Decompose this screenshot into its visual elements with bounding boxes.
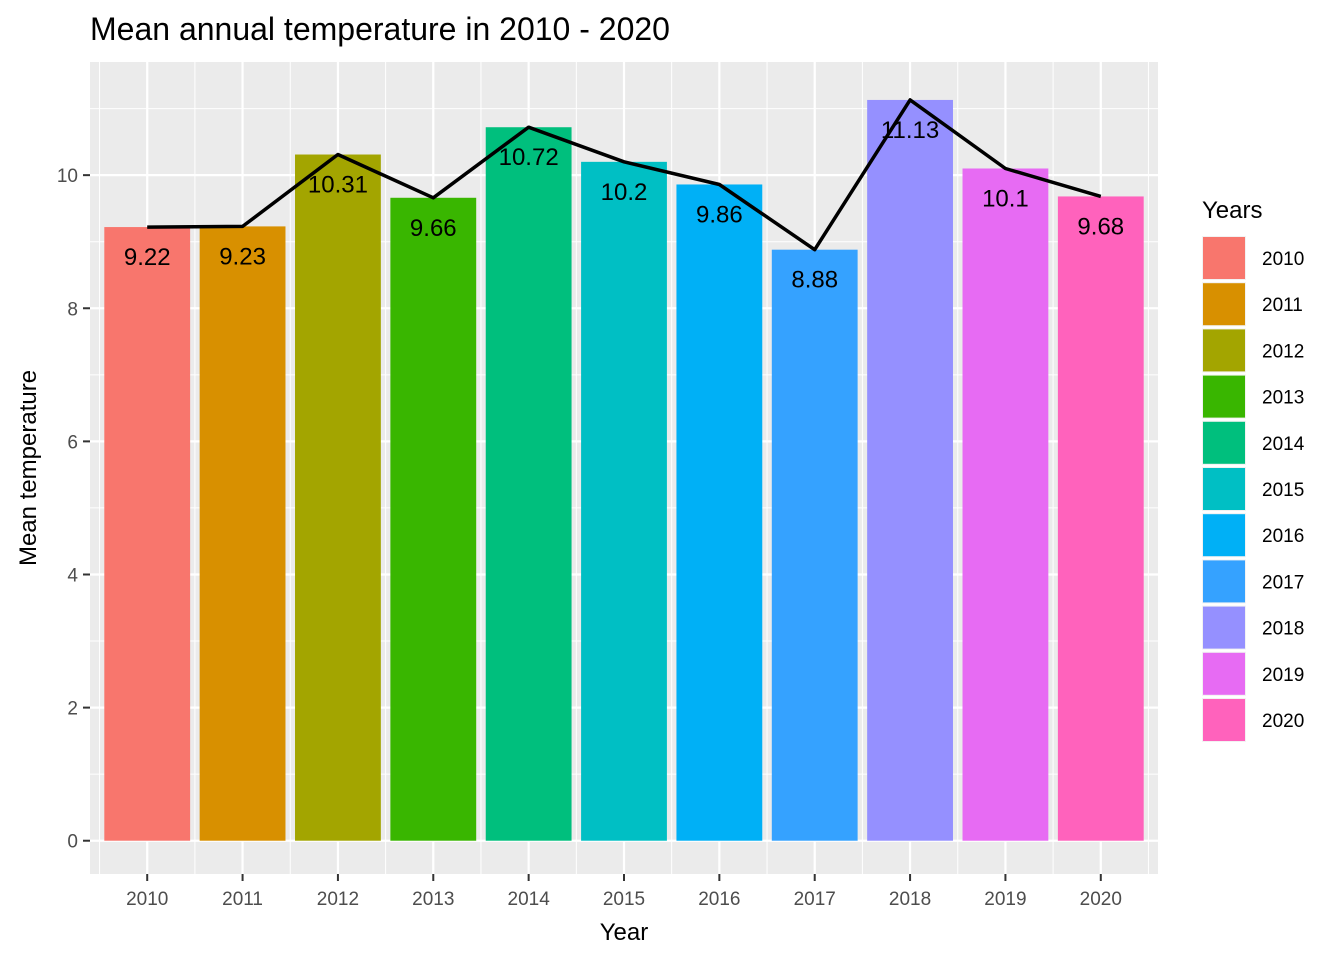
x-axis: 2010 2011 2012 2013 2014 2015 2016 2017 2018 2019… — [126, 874, 1122, 910]
legend-label-2017: 2017 — [1262, 572, 1304, 593]
x-tick-label: 2017 — [794, 889, 836, 910]
data-label-2011: 9.23 — [219, 243, 266, 270]
legend-swatch-2019 — [1203, 652, 1245, 695]
x-tick-label: 2013 — [412, 889, 454, 910]
legend-label-2016: 2016 — [1262, 526, 1304, 547]
data-labels: 9.22 9.2310.319.6610.7210.29.868.8811.131… — [124, 117, 1124, 294]
data-label-2017: 8.88 — [791, 267, 838, 294]
legend-label-2015: 2015 — [1262, 480, 1304, 501]
x-tick-label: 2018 — [889, 889, 931, 910]
bars — [104, 99, 1144, 841]
legend-label-2012: 2012 — [1262, 341, 1304, 362]
y-tick-label: 6 — [67, 432, 78, 453]
legend-swatch-2012 — [1203, 329, 1245, 372]
legend-swatch-2014 — [1203, 421, 1245, 464]
y-axis-title: Mean temperature — [15, 370, 42, 566]
bar-2013 — [390, 197, 477, 841]
x-tick-label: 2014 — [508, 889, 551, 910]
legend-swatch-2015 — [1203, 468, 1245, 510]
trend-line — [147, 98, 1102, 252]
legend-swatch-2020 — [1203, 699, 1245, 741]
bar-2019 — [962, 168, 1049, 841]
bar-2020 — [1057, 196, 1144, 841]
chart-title: Mean annual temperature in 2010 - 2020 — [90, 11, 670, 47]
x-tick-label: 2011 — [222, 889, 263, 910]
bar-2010 — [104, 227, 191, 841]
bar-2018 — [867, 99, 953, 841]
x-tick-label: 2010 — [126, 889, 168, 910]
legend-swatch-2013 — [1203, 375, 1245, 418]
legend-label-2019: 2019 — [1262, 665, 1304, 686]
legend-title: Years — [1202, 197, 1263, 224]
legend-label-2014: 2014 — [1262, 434, 1305, 455]
legend-swatch-2010 — [1203, 237, 1245, 279]
y-tick-label: 2 — [67, 699, 78, 720]
legend-label-2011: 2011 — [1262, 295, 1303, 316]
bar-2012 — [295, 154, 381, 841]
bar-2015 — [581, 161, 667, 841]
x-tick-label: 2016 — [698, 889, 740, 910]
data-label-2020: 9.68 — [1077, 213, 1124, 240]
data-label-2019: 10.1 — [982, 185, 1029, 212]
data-label-2010: 9.22 — [124, 244, 171, 271]
bar-2014 — [485, 127, 572, 841]
y-tick-label: 8 — [67, 299, 78, 320]
legend-swatch-2011 — [1203, 283, 1245, 326]
data-label-2012: 10.31 — [308, 172, 368, 199]
data-label-2013: 9.66 — [410, 215, 457, 242]
y-tick-label: 10 — [57, 166, 78, 187]
legend-label-2010: 2010 — [1262, 249, 1304, 270]
legend-swatch-2017 — [1203, 560, 1245, 603]
y-tick-label: 0 — [67, 832, 78, 853]
legend-swatch-2016 — [1203, 514, 1245, 557]
bar-2017 — [771, 249, 858, 841]
legend-swatch-2018 — [1203, 606, 1245, 649]
data-label-2014: 10.72 — [499, 144, 559, 171]
legend-label-2013: 2013 — [1262, 388, 1304, 409]
x-tick-label: 2012 — [317, 889, 359, 910]
data-label-2016: 9.86 — [696, 201, 743, 228]
x-tick-label: 2020 — [1080, 889, 1122, 910]
legend-label-2020: 2020 — [1262, 711, 1304, 732]
bar-2016 — [676, 184, 763, 841]
legend-label-2018: 2018 — [1262, 619, 1304, 640]
x-axis-title: Year — [600, 919, 649, 946]
bar-2011 — [199, 226, 286, 841]
x-tick-label: 2019 — [984, 889, 1026, 910]
data-label-2015: 10.2 — [601, 179, 648, 206]
x-tick-label: 2015 — [603, 889, 645, 910]
legend: Years 2010 2011 2012 2013 2014 2015 2016 2017 20… — [1202, 197, 1305, 742]
y-axis: 0 2 4 6 8 10 — [57, 166, 90, 853]
y-tick-label: 4 — [67, 565, 78, 586]
line-overlay — [147, 98, 1102, 252]
